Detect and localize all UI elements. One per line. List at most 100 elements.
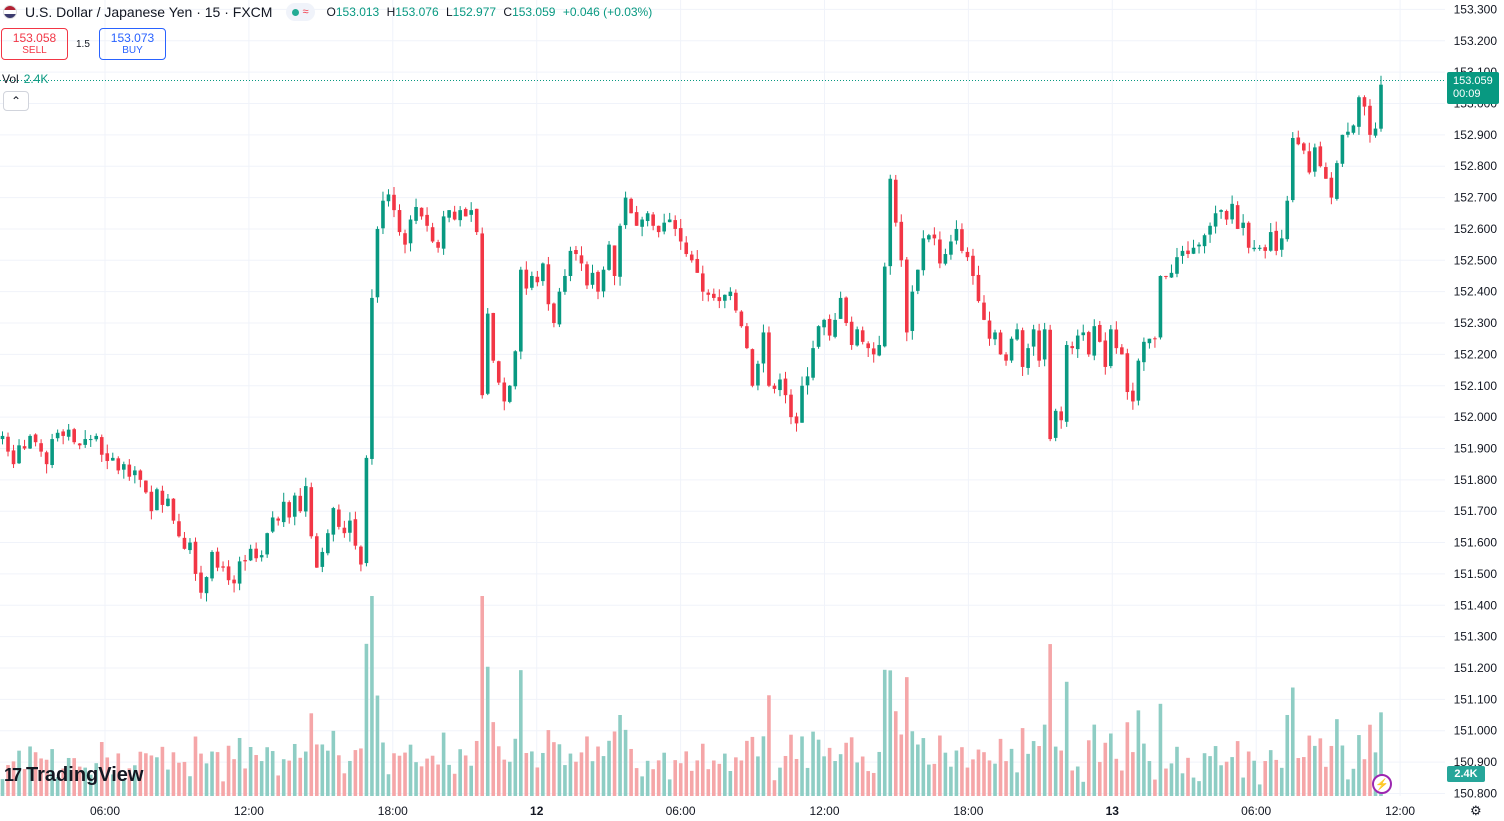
volume-bar	[326, 750, 330, 796]
volume-bar	[303, 751, 308, 796]
time-tick-label: 12:00	[234, 804, 264, 818]
candle-body	[993, 332, 997, 340]
volume-bar	[149, 755, 154, 796]
price-tick-label: 150.800	[1454, 786, 1498, 800]
volume-bar	[1136, 710, 1141, 796]
candle-body	[976, 274, 981, 302]
volume-bar	[667, 779, 672, 796]
market-status-pill[interactable]: ≈	[286, 3, 315, 21]
buy-button[interactable]: 153.073 BUY	[99, 28, 166, 60]
volume-legend[interactable]: Vol 2.4K	[2, 72, 48, 86]
candle-body	[734, 292, 738, 311]
candle-body	[463, 208, 468, 217]
candle-body	[474, 208, 479, 233]
open-value: 153.013	[335, 5, 380, 19]
tradingview-logo[interactable]: 17 TradingView	[4, 764, 143, 787]
volume-bar	[265, 747, 269, 796]
volume-bar	[1373, 752, 1378, 796]
candle-body	[629, 198, 633, 214]
candle-body	[954, 228, 959, 241]
candle-body	[585, 264, 589, 286]
volume-bar	[728, 771, 733, 796]
volume-bar	[110, 774, 115, 796]
candle-body	[1329, 177, 1334, 198]
candle-body	[392, 194, 396, 211]
candle-body	[430, 227, 435, 242]
time-axis[interactable]: 06:00 12:00 18:00 12 06:00 12:00 18:00 13 06:00 1…	[90, 804, 1415, 818]
lightning-icon[interactable]: ⚡	[1372, 774, 1392, 794]
sell-button[interactable]: 153.058 SELL	[1, 28, 68, 60]
candle-body	[1086, 332, 1091, 355]
volume-bar	[563, 765, 567, 796]
candle-body	[1357, 97, 1361, 127]
candle-body	[513, 351, 518, 387]
candle-body	[1335, 163, 1339, 199]
volume-bar	[276, 775, 280, 796]
volume-bar	[772, 780, 777, 796]
candle-body	[899, 221, 904, 261]
candle-body	[524, 269, 529, 289]
candle-body	[397, 210, 402, 233]
volume-bar	[331, 730, 336, 796]
candle-body	[1263, 247, 1268, 251]
candle-body	[287, 502, 292, 518]
candle-body	[910, 291, 915, 331]
candle-body	[1324, 167, 1328, 179]
volume-bar	[215, 752, 220, 796]
volume-bar	[651, 769, 655, 796]
candle-body	[1279, 238, 1284, 250]
symbol-title[interactable]: U.S. Dollar / Japanese Yen · 15 · FXCM	[25, 4, 273, 20]
candle-body	[94, 435, 99, 440]
volume-bar	[1208, 756, 1212, 796]
time-tick-label: 12	[530, 804, 544, 818]
time-tick-label: 18:00	[378, 804, 408, 818]
volume-bar	[1302, 757, 1306, 796]
volume-bar	[337, 755, 341, 796]
price-tick-label: 152.800	[1454, 159, 1498, 173]
candle-body	[1048, 329, 1052, 440]
candle-body	[1373, 128, 1378, 136]
volume-bar	[1158, 703, 1163, 796]
candle-body	[55, 432, 60, 439]
gear-icon[interactable]: ⚙	[1470, 803, 1482, 818]
volume-bar	[1004, 761, 1008, 796]
time-tick-label: 06:00	[90, 804, 120, 818]
volume-bar	[342, 773, 347, 796]
volume-bar	[314, 744, 319, 796]
volume-bar	[182, 761, 187, 796]
candle-body	[590, 272, 595, 285]
candle-body	[507, 385, 512, 402]
candle-body	[331, 508, 336, 535]
volume-bar	[574, 761, 578, 796]
candle-body	[800, 385, 804, 423]
volume-bar	[552, 742, 556, 796]
price-tick-label: 152.600	[1454, 222, 1498, 236]
volume-bar	[1180, 773, 1185, 796]
candle-body	[1142, 341, 1146, 363]
volume-bar	[419, 766, 424, 796]
volume-bar	[1048, 644, 1052, 796]
candle-body	[557, 291, 562, 325]
collapse-legend-button[interactable]: ⌃	[3, 91, 29, 111]
candle-body	[44, 452, 49, 465]
candle-body	[717, 297, 722, 302]
candle-body	[1268, 232, 1273, 251]
candle-body	[491, 312, 496, 361]
bar-countdown: 00:09	[1453, 88, 1481, 100]
low-label: L	[445, 5, 453, 19]
volume-bar	[480, 596, 485, 796]
volume-bar	[430, 755, 435, 796]
volume-bar	[507, 761, 512, 796]
candle-body	[193, 541, 198, 574]
volume-bar	[541, 752, 545, 796]
candle-body	[28, 435, 32, 449]
price-axis[interactable]: 153.300153.200153.100153.000152.900152.8…	[1454, 2, 1498, 800]
volume-bar	[204, 763, 209, 796]
volume-bar	[348, 760, 352, 796]
volume-bar	[1257, 784, 1262, 796]
volume-bar	[530, 751, 534, 796]
volume-bar	[1075, 766, 1080, 796]
candle-body	[348, 520, 352, 533]
candle-body	[364, 457, 369, 564]
